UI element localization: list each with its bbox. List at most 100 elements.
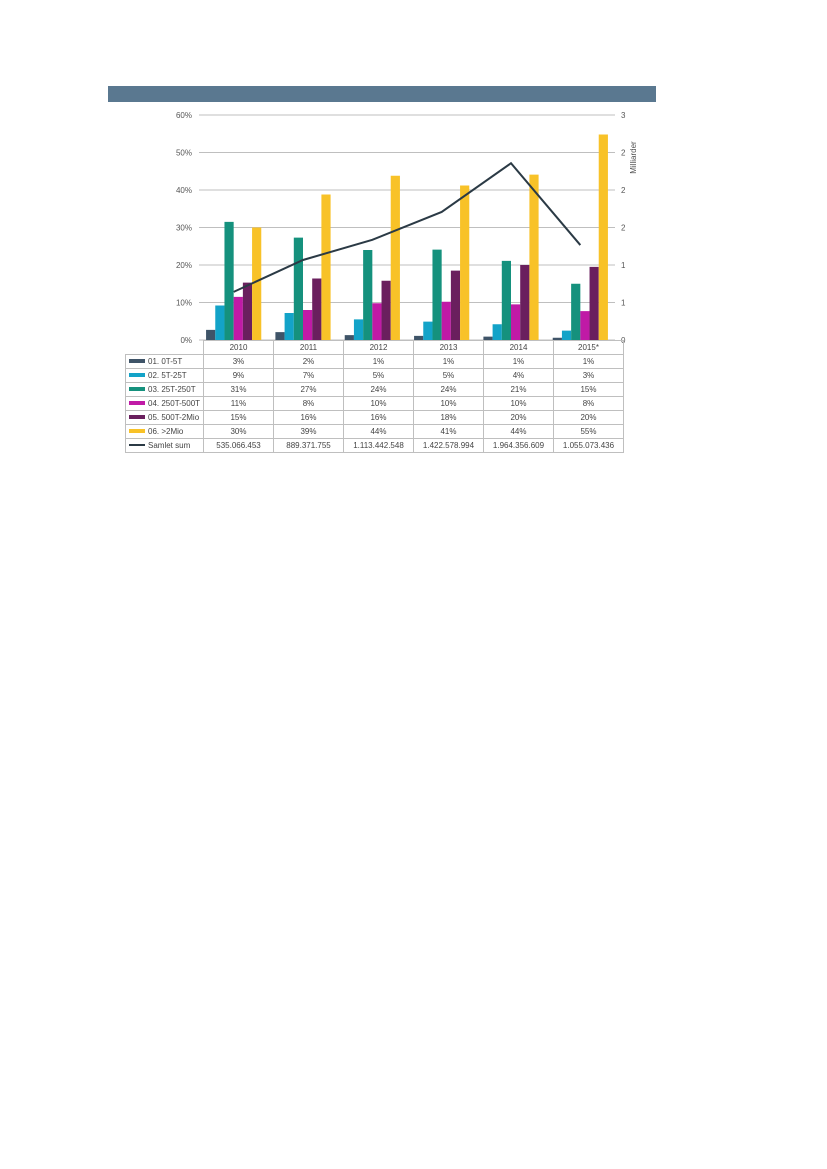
table-row: Samlet sum 535.066.453 889.371.755 1.113.44…: [125, 438, 624, 453]
bar: [511, 304, 521, 340]
table-cell: 44%: [483, 424, 554, 439]
bar: [312, 278, 322, 340]
table-cell: 18%: [413, 410, 484, 425]
table-cell: 30%: [203, 424, 274, 439]
table-row: 01. 0T-5T 3% 2% 1% 1% 1% 1%: [125, 354, 624, 369]
y-left-tick-label: 10%: [176, 299, 192, 308]
bar: [293, 237, 303, 340]
table-cell: 20%: [553, 410, 624, 425]
bar: [303, 310, 313, 340]
bar: [353, 319, 364, 340]
table-cell: 1.113.442.548: [343, 438, 414, 453]
series-name: 02. 5T-25T: [148, 370, 187, 380]
table-row: 03. 25T-250T 31% 27% 24% 24% 21% 15%: [125, 382, 624, 397]
series-name: 03. 25T-250T: [148, 384, 196, 394]
y-right-tick-label: 1: [621, 299, 626, 308]
bar: [215, 305, 225, 340]
y-right-axis-label: Milliarder: [629, 141, 638, 174]
bar: [344, 335, 354, 340]
y-left-tick-label: 0%: [180, 336, 192, 345]
legend-key: [129, 401, 145, 406]
table-cell: 2%: [273, 354, 344, 369]
bar: [561, 330, 572, 340]
series-label: 06. >2Mio: [125, 424, 204, 439]
bar: [372, 303, 382, 340]
series-name: 04. 250T-500T: [148, 398, 201, 408]
table-cell: 889.371.755: [273, 438, 344, 453]
bar: [529, 174, 539, 340]
bar: [589, 266, 599, 340]
y-right-tick-label: 2: [621, 186, 626, 195]
table-cell: 15%: [553, 382, 624, 397]
category-label: 2014: [483, 340, 554, 355]
table-cell: 21%: [483, 382, 554, 397]
category-label: 2012: [343, 340, 414, 355]
bar: [423, 321, 433, 340]
bar: [450, 270, 461, 340]
table-cell: 9%: [203, 368, 274, 383]
table-cell: 24%: [343, 382, 414, 397]
table-cell: 16%: [343, 410, 414, 425]
table-cell: 41%: [413, 424, 484, 439]
y-left-tick-label: 30%: [176, 224, 192, 233]
y-right-tick-label: 1: [621, 261, 626, 270]
bar: [571, 283, 581, 340]
y-right-tick-label: 2: [621, 224, 626, 233]
table-cell: 16%: [273, 410, 344, 425]
bar: [233, 296, 243, 340]
table-cell: 1%: [483, 354, 554, 369]
table-cell: 10%: [413, 396, 484, 411]
data-table: 2010 2011 2012 2013 2014 2015* 01. 0T-5T 3% 2% 1%…: [125, 340, 624, 453]
table-cell: 3%: [553, 368, 624, 383]
table-cell: 8%: [553, 396, 624, 411]
bar: [580, 311, 590, 340]
bar: [520, 265, 530, 340]
bar: [501, 260, 511, 340]
category-label: 2011: [273, 340, 344, 355]
y-left-tick-label: 40%: [176, 186, 192, 195]
table-cell: 44%: [343, 424, 414, 439]
bar: [321, 194, 331, 340]
series-label: 03. 25T-250T: [125, 382, 204, 397]
table-cell: 3%: [203, 354, 274, 369]
series-name: Samlet sum: [148, 440, 191, 450]
category-label: 2013: [413, 340, 484, 355]
table-cell: 39%: [273, 424, 344, 439]
table-cell: 5%: [413, 368, 484, 383]
bar: [460, 185, 470, 340]
bar: [483, 336, 493, 340]
bar: [284, 313, 294, 340]
table-row: 02. 5T-25T 9% 7% 5% 5% 4% 3%: [125, 368, 624, 383]
table-row: 06. >2Mio 30% 39% 44% 41% 44% 55%: [125, 424, 624, 439]
table-corner: [126, 341, 204, 355]
table-cell: 1.055.073.436: [553, 438, 624, 453]
legend-key: [129, 359, 145, 364]
table-cell: 8%: [273, 396, 344, 411]
legend-key: [129, 387, 145, 392]
table-cell: 24%: [413, 382, 484, 397]
series-label: 02. 5T-25T: [125, 368, 204, 383]
bar: [492, 324, 502, 340]
y-left-tick-label: 60%: [176, 111, 192, 120]
category-label: 2010: [203, 340, 274, 355]
bar-line-chart: 0% 10% 20% 30% 40% 50% 60% 0 1 1 2 2 2 3 Milliarder: [176, 111, 638, 345]
bar: [414, 335, 424, 340]
legend-key: [129, 373, 145, 378]
series-name: 05. 500T-2Mio: [148, 412, 200, 422]
bar: [441, 301, 451, 340]
legend-key: [129, 429, 145, 434]
y-right-tick-label: 2: [621, 149, 626, 158]
bar: [275, 332, 285, 340]
table-cell: 31%: [203, 382, 274, 397]
y-right-tick-label: 0: [621, 336, 626, 345]
table-cell: 5%: [343, 368, 414, 383]
bar: [598, 134, 608, 340]
table-cell: 55%: [553, 424, 624, 439]
series-label: Samlet sum: [125, 438, 204, 453]
category-label: 2015*: [553, 340, 624, 355]
table-row: 04. 250T-500T 11% 8% 10% 10% 10% 8%: [125, 396, 624, 411]
bar: [552, 337, 562, 340]
legend-key: [129, 415, 145, 420]
table-cell: 10%: [343, 396, 414, 411]
table-cell: 20%: [483, 410, 554, 425]
